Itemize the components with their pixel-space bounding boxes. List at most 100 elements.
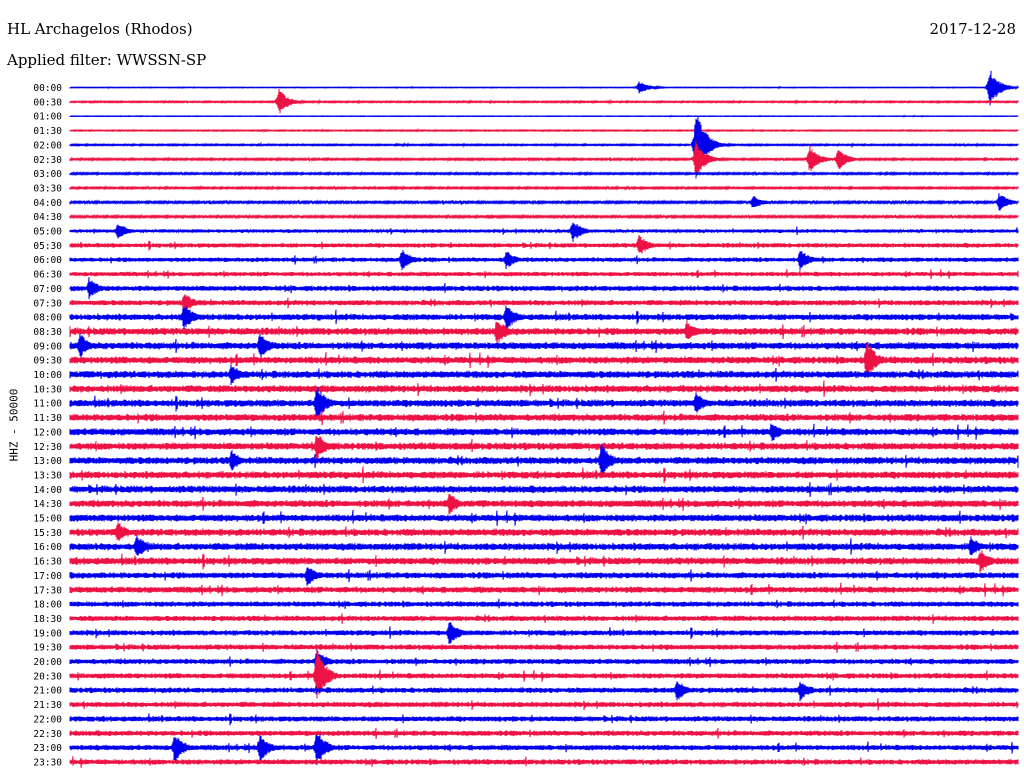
time-label: 04:00 — [33, 198, 62, 209]
date-label: 2017-12-28 — [929, 20, 1016, 38]
trace-line — [69, 114, 1019, 118]
time-label: 09:00 — [33, 341, 62, 352]
time-label: 13:30 — [33, 470, 62, 481]
time-label: 22:00 — [33, 714, 62, 725]
trace-line — [69, 364, 1019, 386]
trace-line — [69, 598, 1019, 609]
trace-line — [69, 127, 1019, 133]
trace-line — [69, 305, 1019, 331]
time-label: 15:30 — [33, 528, 62, 539]
trace-line — [69, 681, 1019, 702]
time-label: 14:00 — [33, 485, 62, 496]
time-label: 00:00 — [33, 83, 62, 94]
time-label: 19:30 — [33, 643, 62, 654]
time-label: 23:00 — [33, 743, 62, 754]
time-label: 07:30 — [33, 298, 62, 309]
time-label: 13:00 — [33, 456, 62, 467]
trace-line — [69, 522, 1019, 542]
trace-line — [69, 268, 1019, 280]
trace-line — [69, 509, 1019, 526]
time-label: 01:30 — [33, 126, 62, 137]
time-label: 20:00 — [33, 657, 62, 668]
time-label: 17:00 — [33, 571, 62, 582]
time-label: 11:30 — [33, 413, 62, 424]
time-label: 21:00 — [33, 686, 62, 697]
trace-line — [69, 380, 1019, 397]
y-axis-label: HHZ - 50000 — [7, 388, 21, 462]
station-title: HL Archagelos (Rhodos) — [7, 20, 193, 38]
time-label: 12:30 — [33, 442, 62, 453]
trace-line — [69, 116, 1019, 179]
time-label: 02:00 — [33, 140, 62, 151]
trace-line — [69, 410, 1019, 426]
time-label: 19:00 — [33, 628, 62, 639]
time-label: 18:30 — [33, 614, 62, 625]
time-label: 00:30 — [33, 97, 62, 108]
trace-line — [69, 435, 1019, 460]
trace-line — [69, 70, 1019, 106]
trace-line — [69, 170, 1019, 177]
trace-line — [69, 88, 1019, 114]
trace-line — [69, 613, 1019, 624]
trace-line — [69, 734, 1019, 765]
filter-label: Applied filter: WWSSN-SP — [7, 51, 207, 69]
trace-line — [69, 567, 1019, 586]
trace-line — [69, 320, 1019, 346]
trace-line — [69, 444, 1019, 476]
trace-line — [69, 582, 1019, 597]
time-label: 01:00 — [33, 112, 62, 123]
trace-line — [69, 756, 1019, 768]
time-label: 22:30 — [33, 729, 62, 740]
time-label: 21:30 — [33, 700, 62, 711]
trace-line — [69, 193, 1019, 211]
time-label: 23:30 — [33, 757, 62, 768]
trace-line — [69, 698, 1019, 711]
time-label: 06:00 — [33, 255, 62, 266]
trace-line — [69, 622, 1019, 644]
trace-line — [69, 184, 1019, 192]
trace-line — [69, 277, 1019, 300]
time-label: 06:30 — [33, 270, 62, 281]
time-label: 10:30 — [33, 384, 62, 395]
trace-line — [69, 140, 1019, 176]
trace-line — [69, 535, 1019, 556]
time-label: 14:30 — [33, 499, 62, 510]
trace-line — [69, 250, 1019, 271]
time-label: 16:30 — [33, 557, 62, 568]
time-label: 20:30 — [33, 671, 62, 682]
trace-line — [69, 650, 1019, 699]
time-label: 17:30 — [33, 585, 62, 596]
trace-line — [69, 294, 1019, 314]
time-label: 03:30 — [33, 183, 62, 194]
time-label: 18:00 — [33, 600, 62, 611]
trace-line — [69, 234, 1019, 254]
trace-line — [69, 222, 1019, 243]
time-label: 16:00 — [33, 542, 62, 553]
trace-line — [69, 423, 1019, 442]
time-label: 08:00 — [33, 313, 62, 324]
time-label: 02:30 — [33, 155, 62, 166]
time-label: 07:00 — [33, 284, 62, 295]
time-label: 15:00 — [33, 514, 62, 525]
trace-line — [69, 341, 1019, 379]
time-label: 10:00 — [33, 370, 62, 381]
trace-line — [69, 466, 1019, 484]
time-label: 03:00 — [33, 169, 62, 180]
trace-line — [69, 641, 1019, 653]
time-label: 05:30 — [33, 241, 62, 252]
trace-line — [69, 727, 1019, 740]
time-label: 08:30 — [33, 327, 62, 338]
time-label: 12:00 — [33, 427, 62, 438]
time-label: 09:30 — [33, 356, 62, 367]
trace-line — [69, 213, 1019, 220]
trace-line — [69, 333, 1019, 359]
trace-line — [69, 649, 1019, 673]
time-label: 05:00 — [33, 227, 62, 238]
time-label: 11:00 — [33, 399, 62, 410]
trace-line — [69, 493, 1019, 515]
trace-line — [69, 713, 1019, 726]
time-label: 04:30 — [33, 212, 62, 223]
trace-line — [69, 550, 1019, 573]
trace-line — [69, 482, 1019, 498]
